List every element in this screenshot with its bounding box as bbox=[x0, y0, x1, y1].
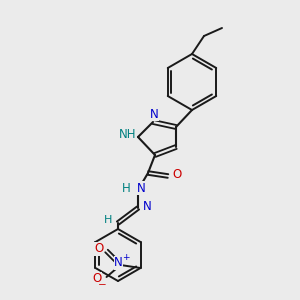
Text: N: N bbox=[114, 256, 123, 269]
Text: H: H bbox=[104, 215, 112, 225]
Text: +: + bbox=[122, 253, 129, 262]
Text: −: − bbox=[98, 280, 107, 290]
Text: NH: NH bbox=[119, 128, 137, 142]
Text: N: N bbox=[142, 200, 152, 214]
Text: O: O bbox=[92, 272, 101, 286]
Text: O: O bbox=[172, 169, 182, 182]
Text: N: N bbox=[150, 107, 158, 121]
Text: O: O bbox=[94, 242, 103, 256]
Text: N: N bbox=[136, 182, 146, 194]
Text: H: H bbox=[122, 182, 130, 194]
